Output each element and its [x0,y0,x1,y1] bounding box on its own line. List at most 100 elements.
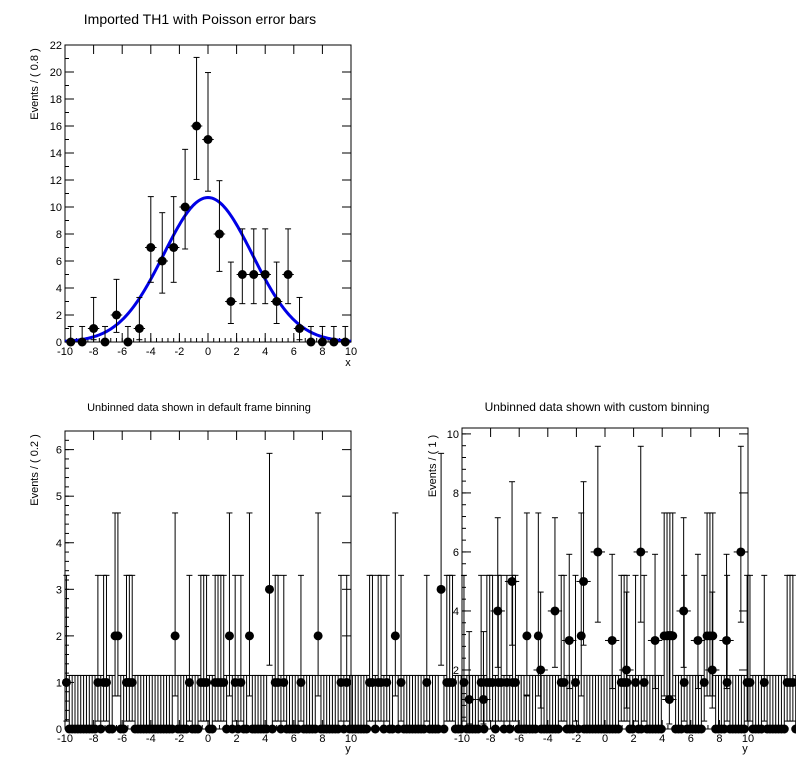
data-point [236,677,246,687]
data-point [693,635,703,645]
x-tick-label: 6 [291,346,297,358]
x-tick-label: -8 [486,733,496,745]
y-tick-label: 10 [50,202,62,214]
x-tick-label: 0 [602,733,608,745]
data-point [113,631,123,641]
x-tick-label: 10 [345,346,357,358]
y-tick-label: 4 [56,538,62,550]
y-tick-label: 5 [56,491,62,503]
data-point [123,337,133,347]
x-tick-label: -2 [572,733,582,745]
data-point [736,547,746,557]
x-tick-label: 4 [262,346,268,358]
x-tick-label: -10 [57,733,73,745]
data-point [306,337,316,347]
data-point [436,584,446,594]
data-point [224,631,234,641]
data-point [226,297,236,306]
data-point [119,724,129,734]
data-point [340,337,350,347]
x-tick-label: 10 [345,733,357,745]
data-point [100,337,110,347]
x-tick-label: -2 [175,733,185,745]
y-tick-label: 22 [50,40,62,52]
data-point [264,584,274,594]
y-tick-label: 1 [56,677,62,689]
data-point [664,694,674,704]
data-point [579,576,589,586]
data-point [203,135,213,144]
data-point [679,677,689,687]
data-point [621,665,631,675]
x-tick-label: -6 [117,346,127,358]
x-tick-label: -10 [454,733,470,745]
x-tick-label: 6 [688,733,694,745]
data-point [279,677,289,687]
data-point [296,677,306,687]
x-tick-label: 6 [291,733,297,745]
data-point [184,677,194,687]
x-tick-label: -6 [514,733,524,745]
y-tick-label: 3 [56,584,62,596]
data-point [329,337,339,347]
x-axis-label: y [742,743,748,755]
data-point [788,677,796,687]
x-tick-label: 2 [234,733,240,745]
chart-title: Unbinned data shown in default frame bin… [87,402,311,414]
data-point [639,677,649,687]
x-tick-label: 2 [631,733,637,745]
data-point [260,270,270,279]
y-tick-label: 8 [453,488,459,500]
data-point [157,256,167,266]
y-tick-label: 20 [50,67,62,79]
x-tick-label: 0 [205,733,211,745]
data-point [422,677,432,687]
data-point [593,547,603,557]
data-point [708,631,718,641]
data-point [272,297,282,306]
x-tick-label: 0 [205,346,211,358]
data-point [207,724,217,734]
data-point [370,724,380,734]
panel-custom-binning: Unbinned data shown with custom binning … [427,400,754,755]
data-point [127,677,137,687]
x-tick-label: 2 [234,346,240,358]
x-tick-label: -8 [89,346,99,358]
data-point [283,270,293,279]
y-axis-label: Events / ( 0.2 ) [29,434,41,506]
data-point [533,631,543,641]
data-points [462,445,748,734]
x-tick-label: 4 [262,733,268,745]
data-point [636,547,646,557]
y-tick-label: 4 [453,606,459,618]
data-point [707,665,717,675]
x-tick-label: -4 [146,346,156,358]
data-points [61,452,796,734]
data-point [244,631,254,641]
data-point [249,270,259,279]
y-tick-label: 12 [50,175,62,187]
y-tick-label: 16 [50,121,62,133]
data-point [193,724,203,734]
data-point [317,337,327,347]
data-point [89,324,99,333]
y-tick-label: 0 [56,337,62,349]
data-point [295,324,305,333]
y-tick-label: 4 [56,283,62,295]
panel-imported-th1: Imported TH1 with Poisson error bars Eve… [29,11,357,369]
y-tick-label: 14 [50,148,62,160]
y-axis-label: Events / ( 0.8 ) [29,48,41,120]
x-tick-label: 8 [319,733,325,745]
data-point [382,677,392,687]
data-point [101,677,111,687]
data-point [267,724,277,734]
chart-title: Imported TH1 with Poisson error bars [84,11,316,27]
data-point [722,635,732,645]
x-tick-label: 8 [716,733,722,745]
data-point [146,243,156,252]
panel-default-binning: Unbinned data shown in default frame bin… [29,402,796,755]
y-tick-label: 6 [56,445,62,457]
data-point [202,677,212,687]
x-tick-label: 8 [319,346,325,358]
